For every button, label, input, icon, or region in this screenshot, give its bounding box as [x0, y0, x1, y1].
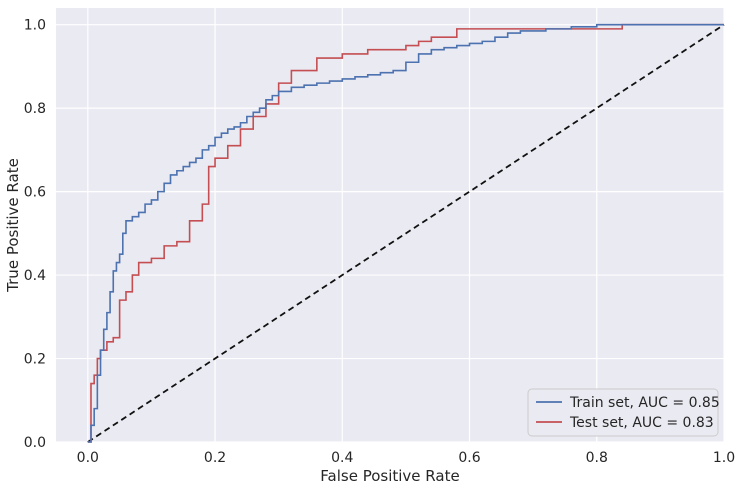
- y-tick-label: 0.2: [24, 352, 46, 368]
- y-axis-label: True Positive Rate: [4, 158, 22, 293]
- tick-labels: 0.0 0.2 0.4 0.6 0.8 1.0 0.0 0.2 0.4 0.6 0.8 1.0: [24, 18, 735, 466]
- chance-diagonal-line: [87, 23, 725, 443]
- train-roc-line: [87, 23, 724, 443]
- x-tick-label: 0.0: [77, 450, 99, 466]
- y-tick-label: 0.8: [24, 101, 46, 117]
- x-tick-label: 0.8: [586, 450, 608, 466]
- y-tick-label: 0.0: [24, 435, 46, 451]
- y-tick-label: 1.0: [24, 18, 46, 34]
- x-tick-label: 0.2: [204, 450, 226, 466]
- legend-label-test: Test set, AUC = 0.83: [569, 415, 714, 431]
- x-tick-label: 1.0: [713, 450, 735, 466]
- plot-background: [56, 8, 724, 442]
- y-tick-label: 0.4: [24, 268, 46, 284]
- x-axis-label: False Positive Rate: [320, 467, 459, 485]
- legend-label-train: Train set, AUC = 0.85: [569, 395, 720, 411]
- series-layer: [87, 23, 725, 443]
- test-roc-line: [87, 23, 724, 443]
- y-tick-label: 0.6: [24, 185, 46, 201]
- legend-box: [527, 388, 719, 437]
- legend: Train set, AUC = 0.85 Test set, AUC = 0.…: [527, 388, 720, 437]
- x-tick-label: 0.6: [458, 450, 480, 466]
- x-tick-label: 0.4: [331, 450, 353, 466]
